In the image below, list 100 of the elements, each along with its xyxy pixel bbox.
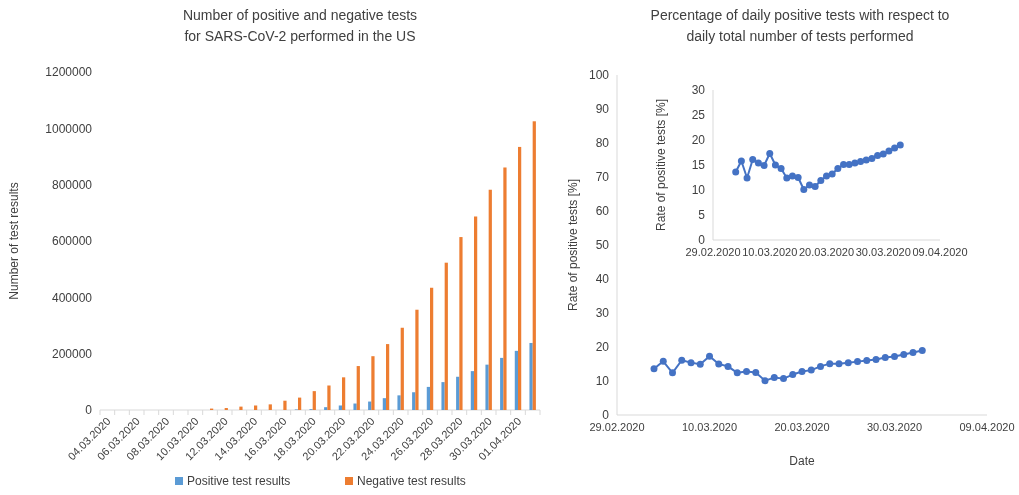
point	[794, 174, 802, 181]
point	[863, 357, 871, 365]
point	[743, 367, 750, 375]
point	[733, 369, 741, 377]
y-tick-label: 50	[595, 238, 610, 253]
y-axis-title: Number of test results	[7, 182, 21, 300]
y-tick-label: 400000	[51, 290, 93, 305]
y-tick-label: 60	[595, 204, 610, 219]
y-tick-label: 80	[595, 136, 610, 151]
point	[885, 147, 893, 155]
point	[891, 353, 898, 361]
y-tick-label: 30	[691, 83, 706, 98]
bar	[430, 287, 434, 410]
point	[826, 360, 834, 368]
point	[798, 367, 806, 375]
point	[715, 360, 723, 368]
point	[771, 161, 779, 169]
point	[891, 144, 899, 152]
point	[732, 168, 740, 176]
bar	[268, 404, 272, 410]
y-tick-label: 20	[595, 340, 610, 355]
x-tick-label: 10.03.2020	[742, 246, 798, 258]
y-tick-label: 25	[691, 108, 706, 123]
y-axis-title: Rate of positive tests [%]	[654, 98, 668, 232]
point	[909, 348, 917, 356]
x-tick-label: 29.02.2020	[685, 246, 741, 258]
point	[896, 141, 904, 149]
bar	[324, 407, 328, 410]
bar	[529, 342, 533, 410]
point	[724, 362, 732, 370]
y-axis-title: Rate of positive tests [%]	[566, 178, 580, 312]
point	[696, 360, 704, 368]
x-tick-label: 20.03.2020	[798, 246, 855, 258]
point	[770, 374, 778, 382]
y-tick-label: 15	[691, 158, 706, 173]
point	[659, 357, 667, 365]
point	[900, 350, 908, 358]
point	[789, 371, 797, 379]
legend-label: Positive test results	[187, 474, 291, 488]
y-tick-label: 100	[588, 68, 610, 83]
chart-title: Percentage of daily positive tests with respect to daily total number of tests performed	[650, 7, 950, 44]
point	[754, 159, 762, 167]
bar	[386, 344, 390, 410]
bar	[415, 309, 419, 410]
x-tick-label: 30.03.2020	[866, 421, 923, 433]
point	[817, 177, 825, 184]
bar	[518, 146, 522, 410]
x-tick-label: 10.03.2020	[681, 421, 738, 433]
bar	[298, 397, 302, 410]
bar	[239, 406, 243, 410]
y-tick-label: 30	[595, 306, 610, 321]
y-tick-label: 0	[85, 403, 93, 418]
x-tick-label: 29.02.2020	[589, 421, 645, 433]
point	[752, 369, 760, 376]
y-tick-label: 200000	[51, 346, 93, 361]
bar	[342, 377, 346, 410]
point	[669, 369, 676, 377]
point	[650, 365, 658, 373]
bar	[532, 121, 536, 410]
bar	[371, 356, 375, 410]
point	[817, 362, 824, 370]
bar	[441, 382, 445, 410]
x-tick-label: 09.04.2020	[959, 421, 1015, 433]
chart-title: Number of positive and negative tests for SARS-CoV-2 performed in the US	[182, 7, 418, 44]
point	[706, 352, 713, 360]
point	[835, 360, 843, 368]
point	[743, 174, 751, 182]
bar	[412, 392, 416, 410]
y-tick-label: 800000	[51, 177, 93, 192]
bar	[500, 357, 504, 410]
y-tick-label: 5	[698, 208, 706, 223]
x-axis-title: Date	[789, 454, 815, 468]
point	[788, 172, 796, 180]
bar	[382, 398, 386, 410]
bar	[426, 386, 430, 410]
bar	[470, 371, 474, 410]
point	[872, 356, 880, 364]
y-tick-label: 10	[595, 374, 610, 389]
y-tick-label: 1200000	[45, 65, 93, 80]
y-tick-label: 20	[691, 133, 706, 148]
point	[868, 155, 876, 162]
point	[766, 150, 774, 157]
point	[918, 346, 926, 354]
point	[761, 377, 769, 385]
x-tick-label: 20.03.2020	[774, 421, 830, 433]
bar	[254, 405, 258, 410]
point	[823, 172, 830, 180]
y-tick-label: 0	[698, 233, 706, 248]
y-tick-label: 600000	[51, 234, 93, 249]
point	[881, 354, 889, 362]
point	[844, 359, 852, 367]
bar	[444, 262, 448, 410]
y-tick-label: 70	[595, 170, 610, 185]
bar	[353, 403, 357, 410]
point	[687, 359, 695, 367]
point	[800, 186, 808, 193]
point	[851, 159, 859, 167]
bar	[397, 395, 401, 410]
point	[828, 170, 836, 178]
bar	[356, 366, 360, 410]
